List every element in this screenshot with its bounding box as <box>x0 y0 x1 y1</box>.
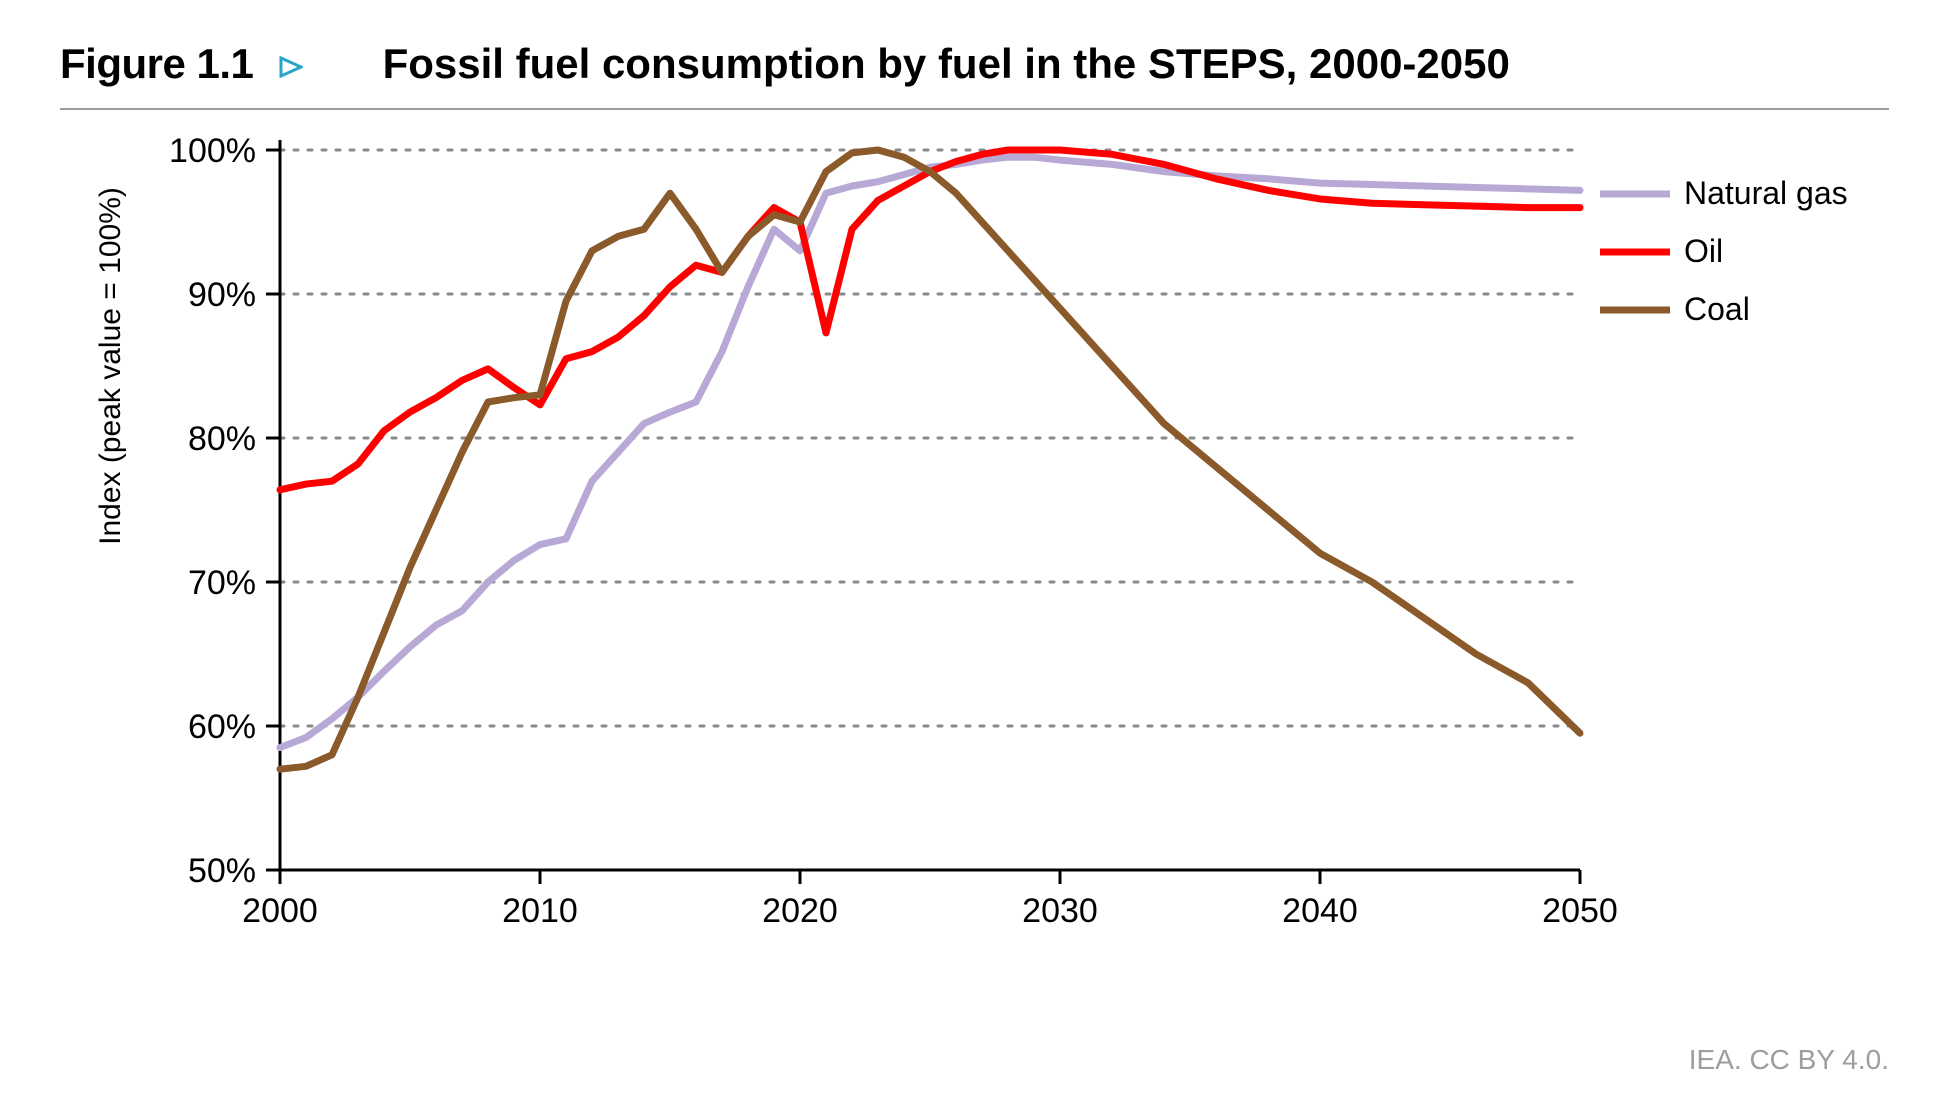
figure-label: Figure 1.1 <box>60 40 303 88</box>
svg-text:2040: 2040 <box>1282 892 1358 930</box>
svg-text:50%: 50% <box>188 852 256 890</box>
svg-text:90%: 90% <box>188 276 256 314</box>
svg-text:2000: 2000 <box>242 892 318 930</box>
svg-text:Oil: Oil <box>1684 233 1723 269</box>
svg-text:60%: 60% <box>188 708 256 746</box>
figure-label-text: Figure 1.1 <box>60 40 253 87</box>
svg-text:Index (peak value = 100%): Index (peak value = 100%) <box>94 187 127 545</box>
svg-text:2030: 2030 <box>1022 892 1098 930</box>
svg-text:2010: 2010 <box>502 892 578 930</box>
svg-text:80%: 80% <box>188 420 256 458</box>
svg-text:2020: 2020 <box>762 892 838 930</box>
svg-text:2050: 2050 <box>1542 892 1618 930</box>
figure-title: Fossil fuel consumption by fuel in the S… <box>383 40 1510 88</box>
figure-header: Figure 1.1 Fossil fuel consumption by fu… <box>60 40 1889 88</box>
chart-area: 50% 60% 70% 80% 90% 100% 2000 2010 2020 2030 2040 2… <box>60 110 1889 990</box>
svg-text:100%: 100% <box>169 132 256 170</box>
credit-line: IEA. CC BY 4.0. <box>1689 1044 1889 1076</box>
svg-text:Coal: Coal <box>1684 291 1750 327</box>
svg-text:Natural gas: Natural gas <box>1684 175 1848 211</box>
svg-text:70%: 70% <box>188 564 256 602</box>
line-chart: 50% 60% 70% 80% 90% 100% 2000 2010 2020 2030 2040 2… <box>60 110 1889 990</box>
triangle-icon <box>279 56 303 78</box>
